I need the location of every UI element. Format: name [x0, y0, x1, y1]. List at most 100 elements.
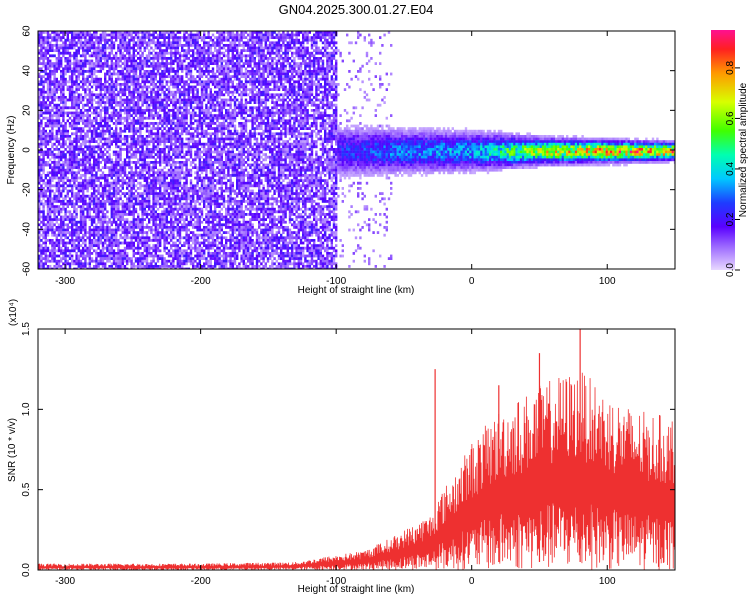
spectrogram-cell — [49, 44, 52, 47]
spectrogram-cell — [108, 155, 111, 159]
spectrogram-cell — [139, 70, 142, 73]
spectrogram-cell — [57, 127, 61, 130]
spectrogram-cell — [66, 106, 69, 110]
spectrogram-cell — [189, 150, 193, 154]
spectrogram-cell — [38, 210, 41, 214]
spectrogram-cell — [38, 145, 41, 149]
spectrogram-cell — [172, 163, 175, 167]
spectrogram-cell — [115, 54, 118, 58]
spectrogram-cell — [165, 46, 168, 50]
spectrogram-cell — [121, 187, 124, 190]
spectrogram-cell — [112, 257, 116, 260]
spectrogram-cell — [90, 150, 94, 154]
spectrogram-cell — [71, 236, 74, 240]
spectrogram-cell — [170, 145, 173, 149]
spectrogram-cell — [82, 166, 85, 169]
spectrogram-cell — [42, 228, 45, 232]
spectrogram-cell — [115, 267, 118, 269]
spectrogram-cell — [156, 150, 160, 154]
spectrogram-cell — [156, 54, 160, 58]
spectrogram-cell — [165, 210, 168, 214]
spectrogram-cell — [170, 174, 173, 177]
spectrogram-cell — [86, 215, 89, 219]
spectrogram-cell — [82, 194, 85, 198]
spectrogram-cell — [51, 197, 54, 201]
spectrogram-cell — [49, 72, 52, 76]
spectrogram-cell — [183, 174, 186, 177]
spectrogram-cell — [44, 223, 47, 227]
spectrogram-cell — [66, 129, 69, 133]
spectrogram-cell — [176, 46, 179, 50]
spectrogram-cell — [139, 41, 142, 45]
spectrogram-cell — [60, 226, 63, 229]
spectrogram-cell — [128, 31, 131, 34]
spectrogram-cell — [183, 54, 186, 58]
spectrogram-cell — [187, 36, 190, 39]
spectrogram-cell — [68, 200, 72, 203]
spectrogram-cell — [143, 267, 146, 269]
spectrogram-cell — [71, 46, 74, 50]
spectrogram-cell — [185, 129, 188, 133]
spectrogram-cell — [55, 259, 58, 263]
spectrogram-cell — [172, 51, 175, 55]
spectrogram-cell — [57, 163, 61, 167]
spectrogram-cell — [110, 114, 113, 117]
spectrogram-cell — [84, 93, 87, 97]
spectrogram-cell — [152, 132, 155, 136]
spectrogram-cell — [134, 85, 138, 89]
spectrogram-cell — [82, 249, 85, 253]
spectrogram-cell — [174, 70, 177, 73]
spectrogram-cell — [159, 244, 162, 247]
spectrogram-cell — [57, 137, 61, 141]
spectrogram-cell — [51, 98, 54, 102]
spectrogram-cell — [126, 72, 129, 76]
spectrogram-cell — [181, 184, 184, 188]
spectrogram-cell — [88, 80, 91, 84]
spectrogram-cell — [108, 161, 111, 164]
spectrogram-cell — [86, 145, 89, 149]
spectrogram-cell — [108, 241, 111, 245]
spectrogram-cell — [73, 46, 76, 50]
spectrogram-cell — [134, 132, 138, 136]
spectrogram-cell — [145, 155, 149, 159]
spectrogram-cell — [189, 124, 193, 128]
spectrogram-cell — [185, 116, 188, 120]
spectrogram-cell — [95, 109, 98, 112]
spectrogram-cell — [60, 163, 63, 167]
spectrogram-cell — [64, 233, 67, 237]
spectrogram-cell — [79, 181, 83, 185]
spectrogram-cell — [121, 257, 124, 260]
spectrogram-cell — [181, 106, 184, 110]
spectrogram-cell — [53, 228, 56, 232]
spectrogram-cell — [110, 246, 113, 250]
spectrogram-cell — [79, 163, 83, 167]
spectrogram-cell — [95, 31, 98, 34]
spectrogram-cell — [73, 239, 76, 242]
spectrogram-cell — [183, 187, 186, 190]
spectrogram-cell — [174, 57, 177, 60]
spectrogram-cell — [108, 116, 111, 120]
spectrogram-cell — [183, 226, 186, 229]
spectrogram-cell — [132, 231, 135, 234]
spectrogram-cell — [134, 83, 138, 86]
spectrogram-cell — [163, 132, 166, 136]
spectrogram-cell — [62, 132, 65, 136]
spectrogram-cell — [60, 98, 63, 102]
spectrogram-cell — [181, 142, 184, 146]
spectrogram-cell — [75, 77, 78, 81]
spectrogram-cell — [99, 184, 102, 188]
spectrogram-cell — [181, 148, 184, 151]
spectrogram-cell — [165, 140, 168, 143]
spectrogram-cell — [143, 205, 146, 208]
spectrogram-cell — [60, 59, 63, 63]
spectrogram-cell — [128, 109, 131, 112]
spectrogram-cell — [57, 181, 61, 185]
spectrogram-cell — [154, 127, 157, 130]
spectrogram-cell — [64, 202, 67, 206]
spectrogram-cell — [115, 197, 118, 201]
spectrogram-cell — [117, 262, 120, 266]
spectrogram-cell — [119, 145, 122, 149]
spectrogram-cell — [73, 70, 76, 73]
spectrogram-cell — [181, 127, 184, 130]
spectrogram-cell — [150, 46, 153, 50]
